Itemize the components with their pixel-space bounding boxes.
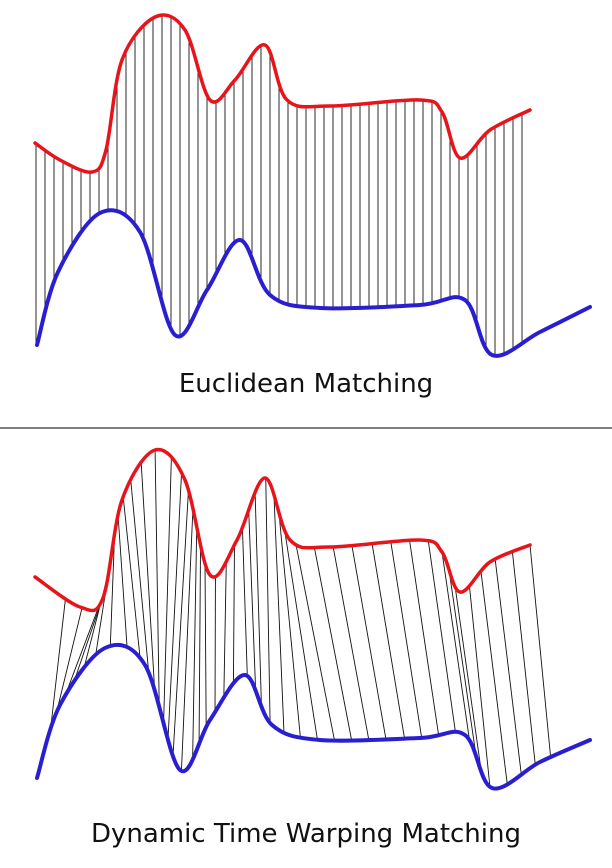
- match-line: [332, 546, 370, 741]
- match-line: [198, 545, 201, 744]
- match-line: [172, 490, 189, 757]
- match-line: [117, 514, 128, 648]
- match-line: [529, 544, 552, 758]
- match-line: [167, 472, 183, 740]
- match-line: [273, 494, 285, 733]
- match-line: [284, 530, 318, 740]
- blue-series-bottom: [35, 642, 592, 791]
- red-series-bottom: [33, 447, 532, 613]
- match-line: [371, 543, 406, 739]
- blue-series-top: [35, 208, 592, 358]
- match-line: [130, 479, 150, 673]
- match-line: [109, 533, 116, 646]
- match-line: [468, 585, 491, 787]
- match-line: [427, 540, 456, 732]
- match-line: [223, 561, 227, 698]
- match-line: [180, 508, 194, 771]
- match-line: [511, 551, 536, 765]
- match-line: [50, 599, 66, 729]
- match-line: [163, 456, 172, 724]
- match-line: [441, 551, 470, 741]
- match-line: [140, 462, 156, 691]
- match-line: [64, 606, 100, 696]
- match-line: [192, 526, 198, 760]
- match-line: [295, 544, 336, 741]
- match-line: [494, 558, 522, 775]
- match-line: [241, 527, 248, 676]
- red-series-top: [33, 13, 532, 174]
- match-line: [278, 512, 301, 738]
- matching-lines: [35, 15, 552, 787]
- match-line: [313, 547, 353, 741]
- caption: Euclidean Matching: [179, 369, 433, 399]
- match-line: [351, 545, 387, 740]
- match-line: [232, 544, 235, 684]
- caption: Dynamic Time Warping Matching: [91, 819, 521, 849]
- match-line: [248, 509, 257, 691]
- match-line: [409, 540, 440, 736]
- match-line: [122, 496, 141, 658]
- match-line: [204, 563, 207, 727]
- match-line: [265, 478, 271, 724]
- match-line: [254, 492, 262, 707]
- match-line: [154, 449, 160, 707]
- match-line: [56, 607, 83, 713]
- match-line: [480, 570, 508, 785]
- match-line: [390, 541, 423, 738]
- match-line: [454, 587, 482, 773]
- match-line: [448, 569, 477, 756]
